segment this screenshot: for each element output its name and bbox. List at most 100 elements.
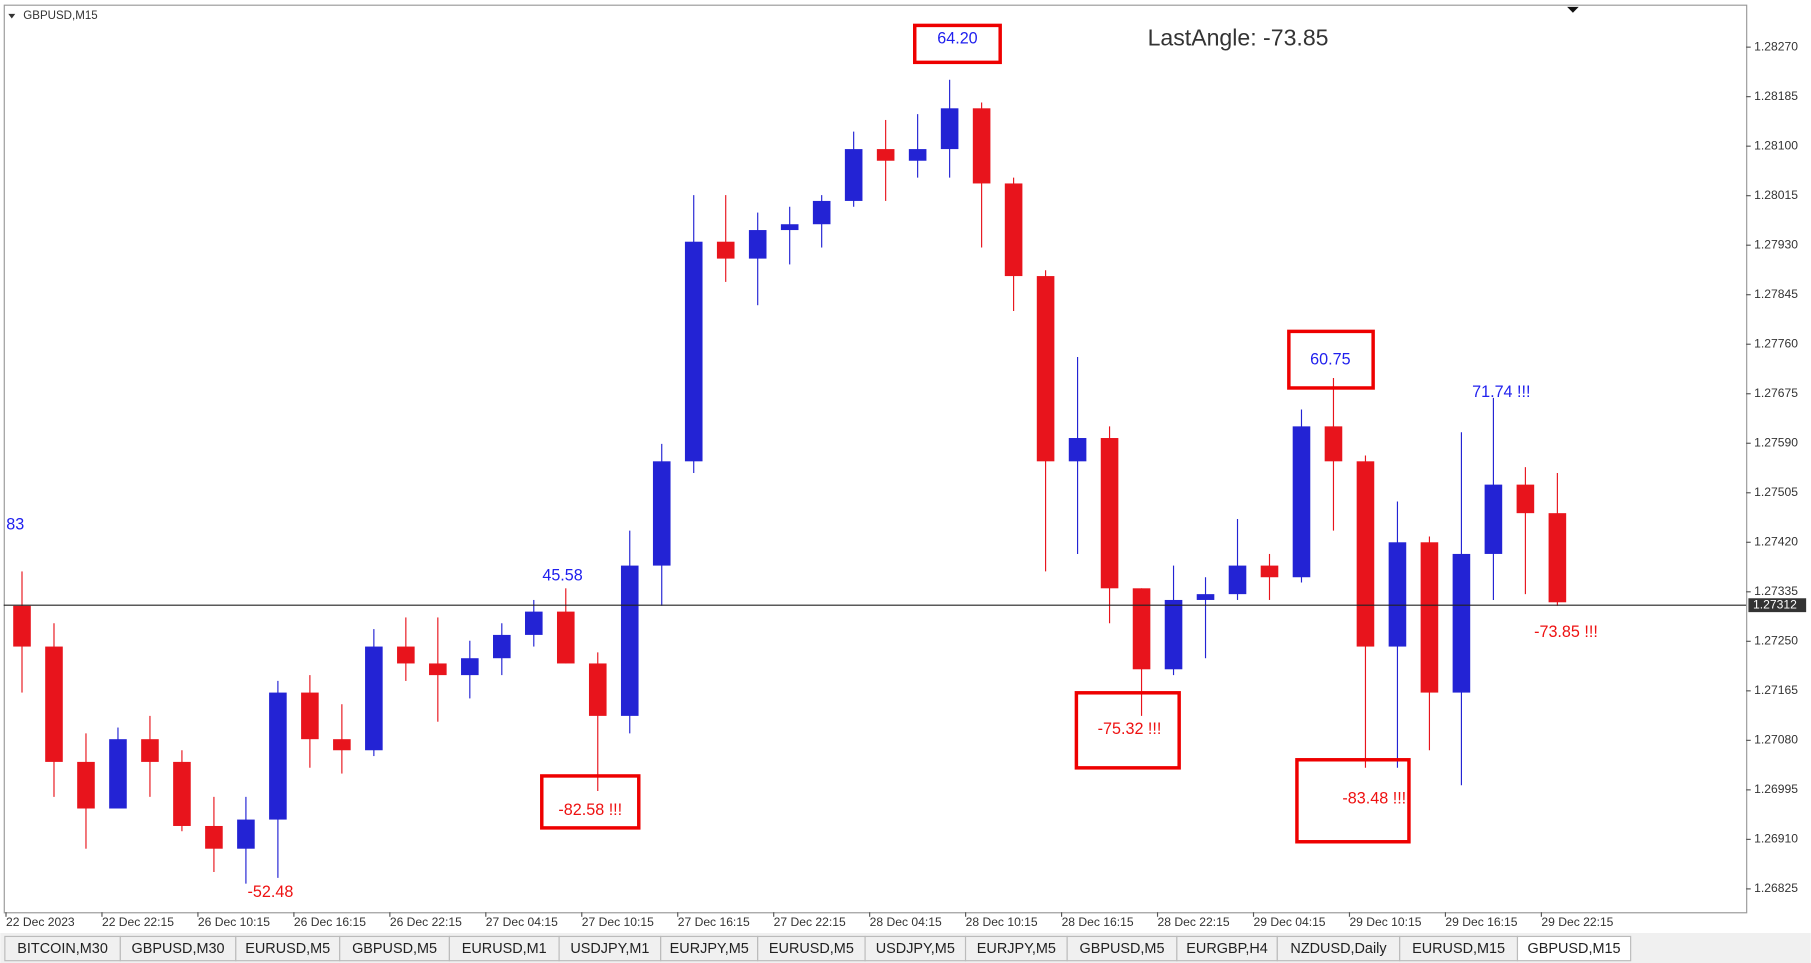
x-tick-label: 28 Dec 16:15 [1062, 915, 1134, 929]
tab-label[interactable]: EURUSD,M5 [245, 941, 330, 957]
tab[interactable] [1176, 935, 1278, 962]
candle-body [844, 149, 863, 201]
candle-body [588, 663, 607, 716]
annotation-box [913, 23, 1002, 65]
candle-body [1356, 461, 1375, 647]
candle-body [269, 692, 287, 820]
tab-label[interactable]: NZDUSD,Daily [1290, 941, 1387, 957]
candle-body [1292, 426, 1311, 578]
tab-label[interactable]: EURUSD,M15 [1412, 941, 1505, 957]
tab[interactable] [235, 935, 341, 962]
x-tick-label: 27 Dec 04:15 [486, 915, 558, 929]
annotation: -73.85 !!! [1534, 623, 1598, 641]
tab[interactable] [558, 935, 662, 962]
annotation: -75.32 !!! [1098, 720, 1162, 738]
candle-body [493, 634, 511, 659]
x-tick-label: 27 Dec 22:15 [774, 915, 846, 929]
candle-body [748, 230, 767, 259]
tab-label[interactable]: EURUSD,M5 [769, 941, 854, 957]
annotation-box [1287, 329, 1375, 390]
tab[interactable] [1516, 935, 1632, 962]
annotation-box [1295, 758, 1411, 844]
tab-label[interactable]: GBPUSD,M5 [352, 941, 437, 957]
annotation: -82.58 !!! [558, 801, 622, 819]
candle-body [1452, 553, 1471, 693]
candle-body [1132, 588, 1151, 670]
candle-body [684, 241, 703, 462]
y-tick-label: 1.27760 [1754, 336, 1798, 350]
candle-body [1324, 426, 1343, 462]
x-tick-label: 27 Dec 16:15 [678, 915, 750, 929]
tab-label[interactable]: GBPUSD,M30 [132, 941, 225, 957]
candle-body [908, 149, 927, 161]
x-tick-label: 28 Dec 10:15 [966, 915, 1038, 929]
annotation: 60.75 [1310, 351, 1350, 369]
candle-body [940, 108, 959, 150]
tab[interactable] [4, 935, 121, 962]
annotation: -83.48 !!! [1342, 789, 1406, 807]
tab-label[interactable]: EURJPY,M5 [670, 941, 749, 957]
tab-label[interactable]: USDJPY,M5 [876, 941, 955, 957]
candle-body [1100, 438, 1119, 589]
candle-body [77, 761, 95, 809]
candle-body [716, 241, 735, 259]
menu-arrow[interactable] [8, 13, 16, 19]
current-price-label: 1.27312 [1753, 597, 1797, 611]
x-tick-label: 26 Dec 16:15 [294, 915, 366, 929]
y-tick-label: 1.28270 [1754, 39, 1798, 53]
tab[interactable] [1399, 935, 1519, 962]
candle-body [556, 611, 575, 664]
candle-body [524, 611, 543, 635]
candle-body [397, 646, 415, 664]
candle-body [365, 646, 383, 751]
tab[interactable] [660, 935, 759, 962]
candle-body [13, 605, 31, 647]
annotation: 71.74 !!! [1472, 383, 1530, 401]
candle-body [1196, 594, 1215, 600]
tab-label[interactable]: EURJPY,M5 [977, 941, 1056, 957]
candle-body [620, 565, 639, 716]
candle-body [1164, 599, 1183, 670]
tab[interactable] [964, 935, 1068, 962]
x-tick-label: 26 Dec 22:15 [390, 915, 462, 929]
x-tick-label: 29 Dec 10:15 [1349, 915, 1421, 929]
candle-body [429, 663, 447, 676]
candle-body [1484, 484, 1503, 554]
symbol-label: GBPUSD,M15 [23, 10, 97, 22]
tab[interactable] [119, 935, 237, 962]
tab-label[interactable]: EURGBP,H4 [1186, 941, 1267, 957]
y-tick-label: 1.27590 [1754, 435, 1798, 449]
y-tick-label: 1.28015 [1754, 188, 1798, 202]
candle-body [972, 108, 991, 184]
tab-label[interactable]: EURUSD,M1 [462, 941, 547, 957]
candle-body [1036, 276, 1055, 462]
x-tick-label: 22 Dec 22:15 [102, 915, 174, 929]
annotation-box [540, 774, 641, 830]
y-tick-label: 1.28185 [1754, 89, 1798, 103]
tab-label[interactable]: GBPUSD,M15 [1528, 941, 1621, 957]
y-tick-label: 1.27250 [1754, 634, 1798, 648]
y-tick-label: 1.27420 [1754, 534, 1798, 548]
candle-body [1548, 513, 1567, 603]
candle-body [1260, 565, 1279, 578]
tab[interactable] [757, 935, 866, 962]
plot-border [3, 4, 1748, 914]
tab-label[interactable]: USDJPY,M1 [570, 941, 649, 957]
tab-label[interactable]: BITCOIN,M30 [17, 941, 108, 957]
y-tick-label: 1.27675 [1754, 386, 1798, 400]
candle-body [141, 739, 159, 762]
current-price-tag [1748, 598, 1807, 613]
y-tick-label: 1.26825 [1754, 881, 1798, 895]
annotation: 83 [6, 516, 24, 534]
x-tick-label: 29 Dec 16:15 [1445, 915, 1517, 929]
candle-body [1228, 565, 1247, 595]
candle-body [876, 149, 895, 161]
candle-body [1388, 542, 1407, 647]
annotation: -52.48 [248, 883, 294, 901]
annotation: LastAngle: -73.85 [1148, 24, 1329, 50]
candle-body [1420, 542, 1439, 693]
tab-label[interactable]: GBPUSD,M5 [1080, 941, 1165, 957]
